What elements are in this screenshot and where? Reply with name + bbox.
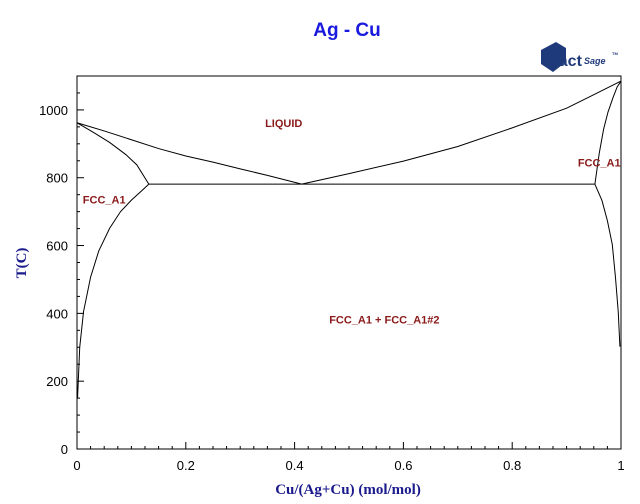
phase-boundary-line: [594, 183, 621, 347]
factsage-logo: Fact Sage TM: [541, 42, 618, 72]
phase-boundary-line: [76, 122, 150, 185]
y-tick-label: 0: [61, 442, 68, 457]
chart-title: Ag - Cu: [313, 20, 381, 41]
phase-boundary-line: [594, 80, 622, 185]
y-tick-label: 1000: [39, 103, 68, 118]
phase-region-label: FCC_A1: [578, 157, 621, 169]
y-tick-label: 800: [46, 171, 68, 186]
logo-text-sage: Sage: [584, 56, 606, 66]
phase-boundaries: [76, 80, 622, 399]
x-tick-label: 0.2: [177, 458, 195, 473]
x-tick-label: 0.8: [503, 458, 521, 473]
phase-boundary-line: [301, 80, 622, 185]
logo-shield-icon: [541, 42, 566, 72]
x-tick-label: 1: [617, 458, 624, 473]
x-axis-label: Cu/(Ag+Cu) (mol/mol): [275, 482, 421, 498]
phase-boundary-line: [76, 122, 302, 185]
y-axis: 0 200 400 600 800 1000: [39, 75, 84, 457]
logo-text-fact: Fact: [549, 53, 583, 70]
y-tick-label: 200: [46, 374, 68, 389]
phase-region-label: LIQUID: [265, 118, 302, 130]
y-tick-label: 600: [46, 239, 68, 254]
plot-frame: [76, 75, 622, 450]
y-axis-label: T(C): [14, 248, 30, 279]
phase-region-label: FCC_A1: [83, 194, 126, 206]
x-tick-label: 0.6: [394, 458, 412, 473]
phase-boundary-line: [77, 183, 150, 399]
phase-labels: LIQUID FCC_A1 FCC_A1 FCC_A1 + FCC_A1#2: [83, 118, 621, 327]
x-tick-label: 0.4: [286, 458, 304, 473]
phase-region-label: FCC_A1 + FCC_A1#2: [329, 314, 439, 326]
x-axis: 0 0.2 0.4 0.6 0.8 1: [73, 442, 625, 473]
x-tick-label: 0: [73, 458, 80, 473]
logo-trademark: TM: [612, 51, 618, 56]
y-tick-label: 400: [46, 306, 68, 321]
